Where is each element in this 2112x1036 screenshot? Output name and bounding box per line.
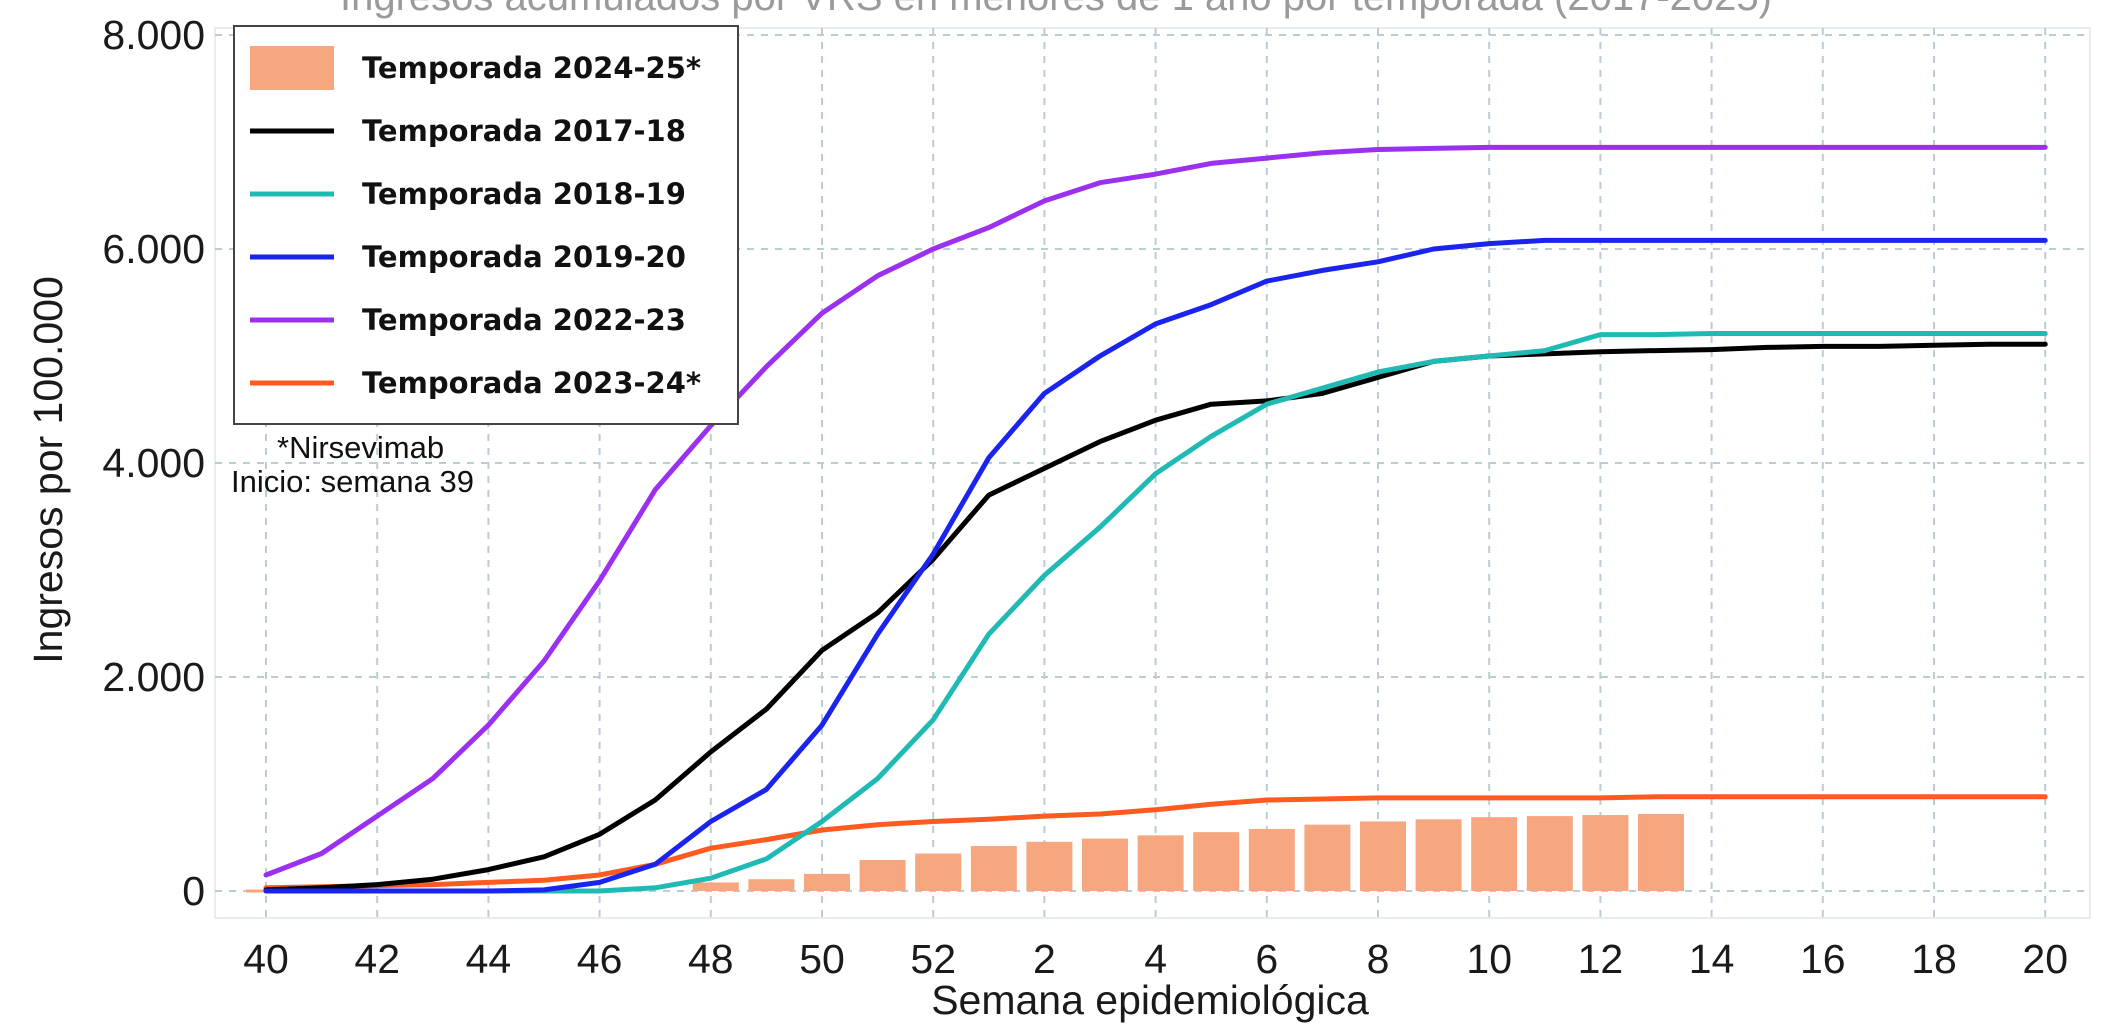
x-tick-label: 50 bbox=[799, 936, 845, 982]
legend-label: Temporada 2023-24* bbox=[362, 366, 701, 400]
bar bbox=[915, 853, 962, 891]
y-tick-label: 0 bbox=[182, 868, 205, 914]
annotation-nirsevimab: *Nirsevimab bbox=[277, 430, 444, 465]
legend-box bbox=[233, 25, 739, 425]
x-tick-label: 20 bbox=[2022, 936, 2068, 982]
line-series bbox=[263, 144, 2048, 894]
x-tick-label: 42 bbox=[354, 936, 400, 982]
bar bbox=[1248, 828, 1295, 891]
y-tick-label: 4.000 bbox=[102, 440, 205, 486]
x-tick-label: 16 bbox=[1800, 936, 1846, 982]
x-tick-label: 44 bbox=[466, 936, 512, 982]
legend-label: Temporada 2017-18 bbox=[362, 114, 686, 148]
bar bbox=[1526, 816, 1573, 891]
legend-swatch-bar bbox=[250, 46, 334, 90]
bar bbox=[1304, 824, 1351, 891]
x-tick-label: 6 bbox=[1255, 936, 1278, 982]
x-tick-label: 2 bbox=[1033, 936, 1056, 982]
bar bbox=[970, 846, 1017, 891]
line-2017-18 bbox=[263, 341, 2048, 893]
y-tick-label: 8.000 bbox=[102, 12, 205, 58]
x-axis-ticks: 40 42 44 46 48 50 52 2 4 6 8 10 12 14 16 18 20 bbox=[243, 936, 2068, 982]
x-tick-label: 18 bbox=[1911, 936, 1957, 982]
x-axis-title: Semana epidemiológica bbox=[931, 977, 1369, 1023]
plot-border bbox=[214, 27, 2091, 919]
y-axis-title: Ingresos por 100.000 bbox=[25, 276, 71, 664]
bar bbox=[1582, 815, 1629, 891]
x-tick-label: 14 bbox=[1689, 936, 1735, 982]
bar bbox=[1026, 841, 1073, 891]
legend: Temporada 2024-25* Temporada 2017-18 Tempo… bbox=[233, 25, 739, 425]
bar bbox=[1082, 838, 1128, 891]
y-tick-label: 6.000 bbox=[102, 226, 205, 272]
bar bbox=[1415, 819, 1462, 891]
bar bbox=[1193, 832, 1240, 891]
x-tick-label: 10 bbox=[1466, 936, 1512, 982]
x-tick-label: 46 bbox=[577, 936, 623, 982]
bar bbox=[1360, 821, 1406, 891]
bar bbox=[748, 879, 795, 891]
y-axis-ticks: 0 2.000 4.000 6.000 8.000 bbox=[102, 12, 205, 914]
annotation-inicio: Inicio: semana 39 bbox=[231, 464, 474, 499]
x-tick-label: 12 bbox=[1578, 936, 1624, 982]
legend-label: Temporada 2018-19 bbox=[362, 177, 686, 211]
x-tick-label: 40 bbox=[243, 936, 289, 982]
bar bbox=[1638, 813, 1684, 891]
x-tick-label: 52 bbox=[910, 936, 956, 982]
x-tick-label: 8 bbox=[1367, 936, 1390, 982]
bar bbox=[1137, 835, 1184, 891]
legend-label: Temporada 2024-25* bbox=[362, 51, 701, 85]
line-2023-24 bbox=[263, 794, 2048, 891]
bar bbox=[1471, 817, 1518, 891]
y-tick-label: 2.000 bbox=[102, 654, 205, 700]
line-2019-20 bbox=[263, 237, 2048, 894]
x-tick-label: 48 bbox=[688, 936, 734, 982]
legend-label: Temporada 2019-20 bbox=[362, 240, 686, 274]
legend-label: Temporada 2022-23 bbox=[362, 303, 686, 337]
bar-series bbox=[246, 813, 1684, 893]
chart-title: Ingresos acumulados por VRS en menores d… bbox=[340, 0, 1772, 19]
x-tick-label: 4 bbox=[1144, 936, 1167, 982]
bar bbox=[804, 873, 850, 891]
bar bbox=[859, 859, 906, 891]
line-2022-23 bbox=[263, 144, 2048, 878]
line-2018-19 bbox=[263, 331, 2048, 894]
bar bbox=[692, 882, 739, 891]
